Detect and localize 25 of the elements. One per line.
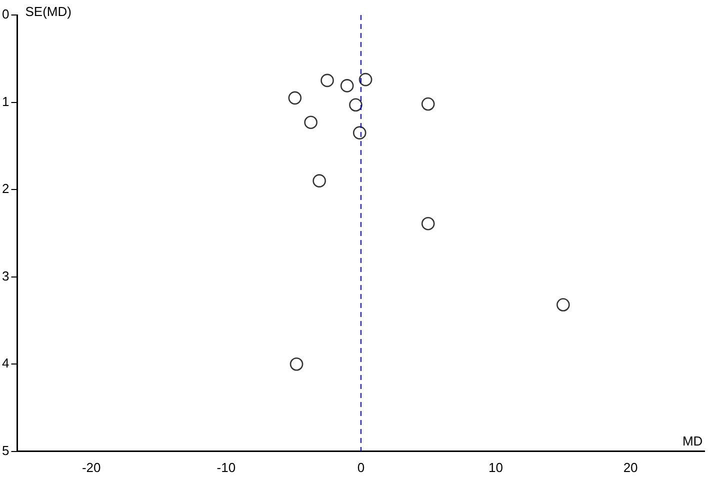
point — [340, 79, 354, 92]
y-tick-label: 5 — [2, 442, 10, 458]
point — [288, 91, 302, 105]
y-tick-label: 3 — [2, 268, 10, 284]
point — [349, 98, 362, 112]
point — [358, 72, 372, 86]
x-tick-label: 0 — [357, 460, 365, 475]
point — [556, 298, 570, 312]
point — [312, 174, 326, 188]
point — [304, 116, 318, 130]
y-tick-label: 4 — [2, 356, 10, 371]
x-tick-label: 10 — [488, 460, 503, 475]
point — [421, 97, 435, 111]
point — [320, 74, 334, 88]
y-tick-label: 0 — [2, 6, 10, 22]
x-axis-title: MD — [682, 433, 703, 448]
point — [421, 216, 435, 230]
x-tick-label: -10 — [216, 460, 236, 475]
y-tick-label: 2 — [2, 181, 10, 196]
point — [290, 357, 304, 371]
x-tick-label: -20 — [82, 460, 101, 475]
y-axis-title: SE(MD) — [25, 4, 72, 20]
y-tick-label: 1 — [2, 94, 10, 109]
point — [352, 126, 366, 140]
x-tick-label: 20 — [623, 460, 638, 475]
